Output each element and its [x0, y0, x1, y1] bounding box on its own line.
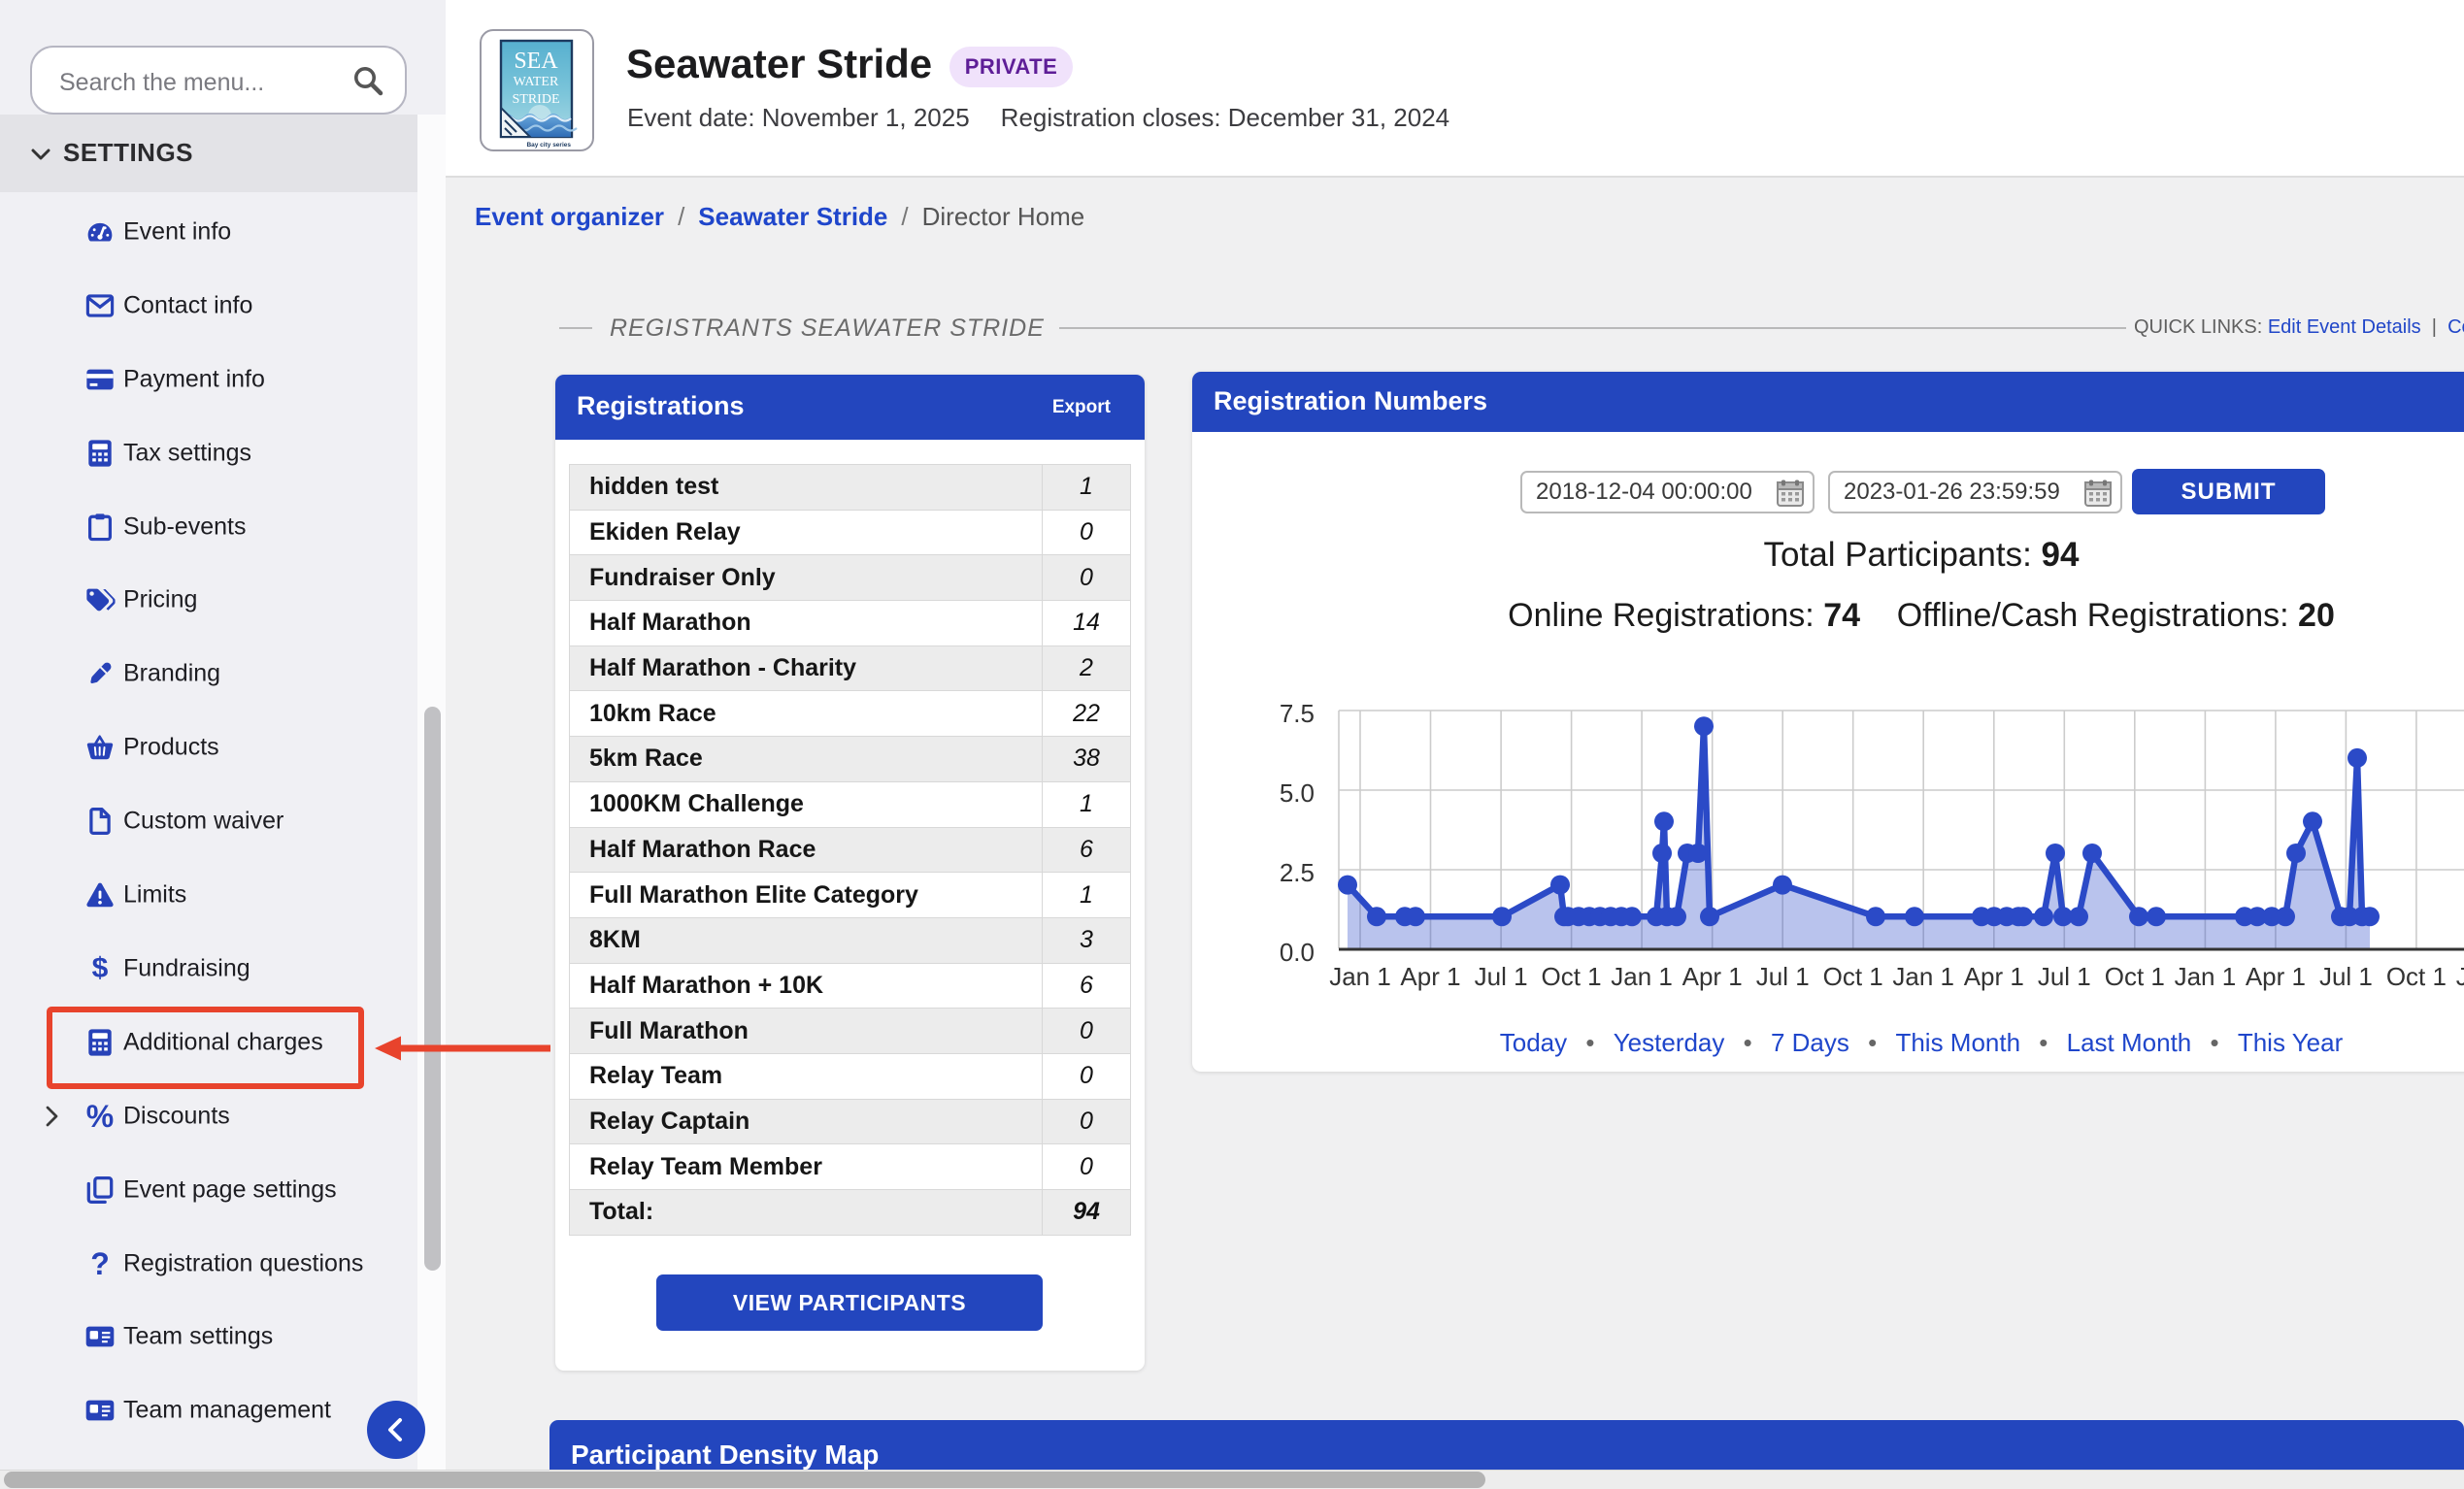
svg-text:STRIDE: STRIDE: [513, 92, 560, 107]
svg-text:Jan 1: Jan 1: [1611, 962, 1673, 991]
svg-text:Oct 1: Oct 1: [2386, 962, 2447, 991]
svg-text:7.5: 7.5: [1280, 699, 1315, 728]
svg-text:Apr 1: Apr 1: [1964, 962, 2024, 991]
svg-text:Oct 1: Oct 1: [1542, 962, 1602, 991]
svg-text:SEA: SEA: [514, 49, 558, 74]
svg-text:Apr 1: Apr 1: [1400, 962, 1460, 991]
svg-text:Oct 1: Oct 1: [2105, 962, 2165, 991]
svg-text:Jul 1: Jul 1: [1756, 962, 1810, 991]
svg-text:Jan 1: Jan 1: [1329, 962, 1391, 991]
svg-text:Oct 1: Oct 1: [1823, 962, 1883, 991]
svg-text:2.5: 2.5: [1280, 858, 1315, 887]
svg-text:Jul 1: Jul 1: [2319, 962, 2373, 991]
svg-text:Jul 1: Jul 1: [1475, 962, 1528, 991]
svg-text:Jan 1: Jan 1: [2175, 962, 2237, 991]
svg-text:Apr 1: Apr 1: [1682, 962, 1743, 991]
svg-text:Jan 1: Jan 1: [2456, 962, 2464, 991]
svg-text:Apr 1: Apr 1: [2246, 962, 2306, 991]
svg-text:Bay city series: Bay city series: [526, 142, 571, 149]
svg-text:5.0: 5.0: [1280, 778, 1315, 808]
svg-text:WATER: WATER: [514, 75, 559, 89]
svg-text:Jan 1: Jan 1: [1892, 962, 1954, 991]
svg-text:Jul 1: Jul 1: [2038, 962, 2091, 991]
svg-text:0.0: 0.0: [1280, 938, 1315, 967]
